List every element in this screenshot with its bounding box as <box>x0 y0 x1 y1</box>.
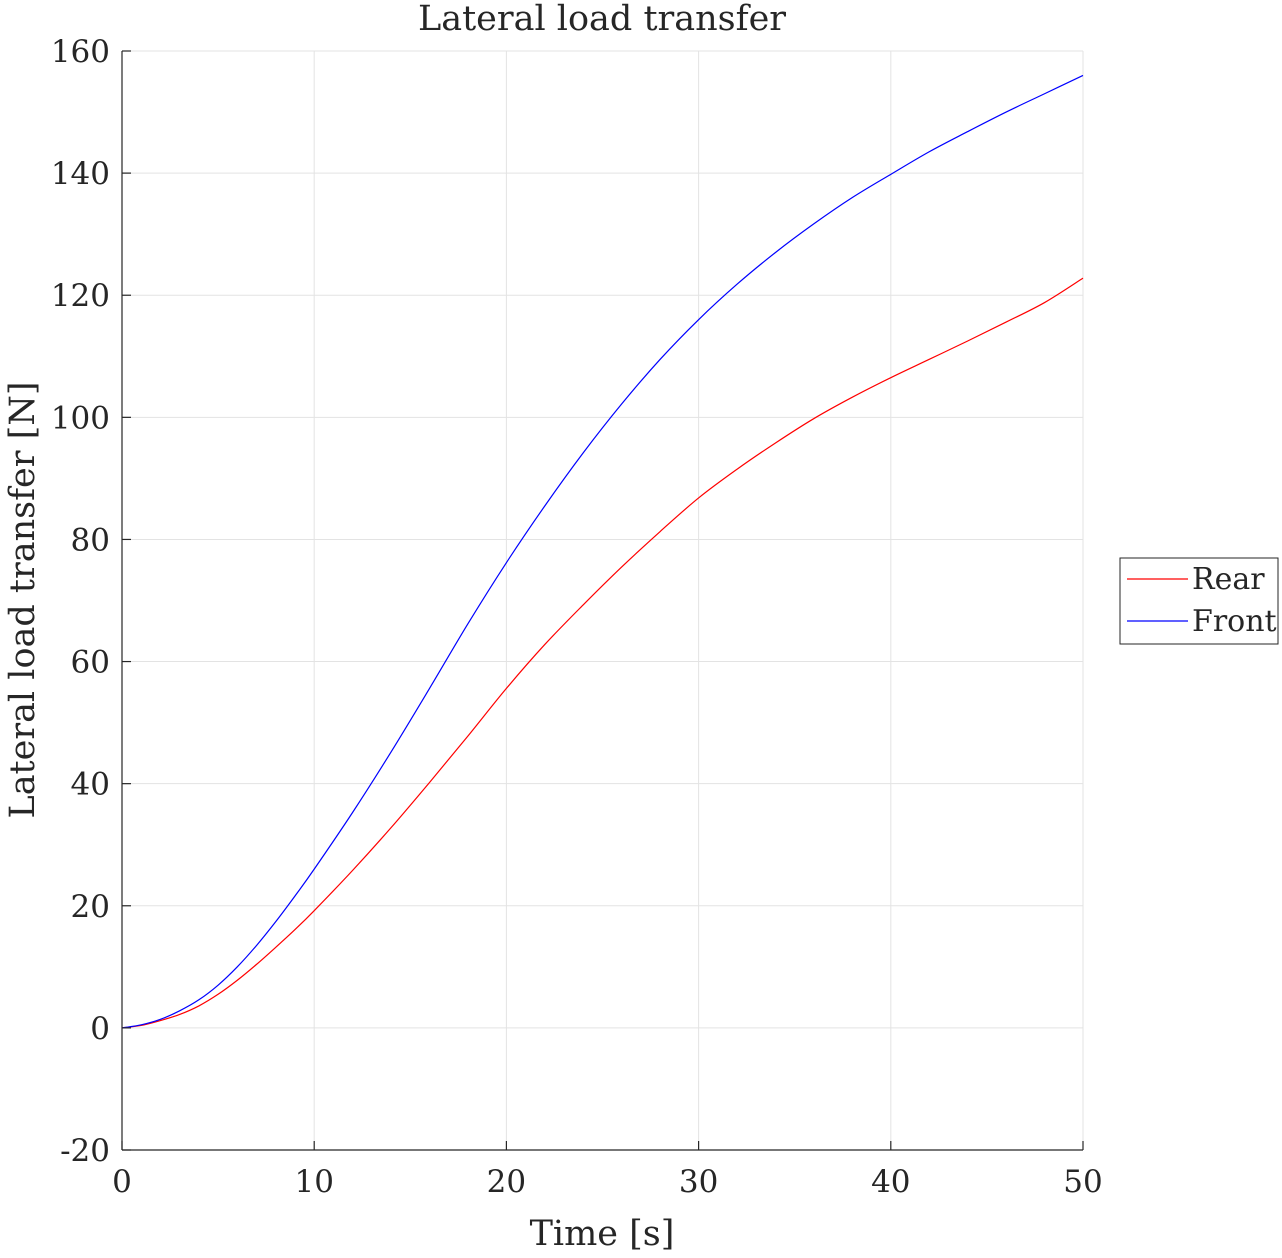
y-tick-label-5: 80 <box>71 522 110 558</box>
x-tick-label-0: 0 <box>112 1164 132 1200</box>
series-line-rear <box>121 277 1084 1029</box>
legend: Rear Front <box>1119 557 1279 645</box>
y-tick-label-2: 20 <box>71 889 110 925</box>
y-tick-label-6: 100 <box>51 400 110 436</box>
series-layer <box>121 74 1084 1029</box>
x-tick-label-1: 10 <box>294 1164 333 1200</box>
y-axis-label: Lateral load transfer [N] <box>3 381 43 818</box>
legend-label-rear: Rear <box>1192 562 1265 597</box>
x-axis-label: Time [s] <box>530 1214 675 1254</box>
x-tick-label-3: 30 <box>679 1164 718 1200</box>
x-tick-label-5: 50 <box>1063 1164 1102 1200</box>
legend-box <box>1119 557 1279 645</box>
axes <box>121 51 1083 1151</box>
legend-label-front: Front <box>1192 604 1277 639</box>
x-tick-label-4: 40 <box>871 1164 910 1200</box>
series-line-front <box>121 74 1084 1029</box>
chart-title: Lateral load transfer <box>418 0 786 39</box>
y-tick-label-8: 140 <box>51 156 110 192</box>
x-tick-label-2: 20 <box>487 1164 526 1200</box>
y-tick-label-7: 120 <box>51 278 110 314</box>
y-tick-label-1: 0 <box>90 1011 110 1047</box>
grid <box>121 50 1084 1151</box>
y-tick-label-4: 60 <box>71 645 110 681</box>
y-tick-label-9: 160 <box>51 34 110 70</box>
y-tick-label-0: -20 <box>60 1133 110 1169</box>
y-tick-label-3: 40 <box>71 767 110 803</box>
